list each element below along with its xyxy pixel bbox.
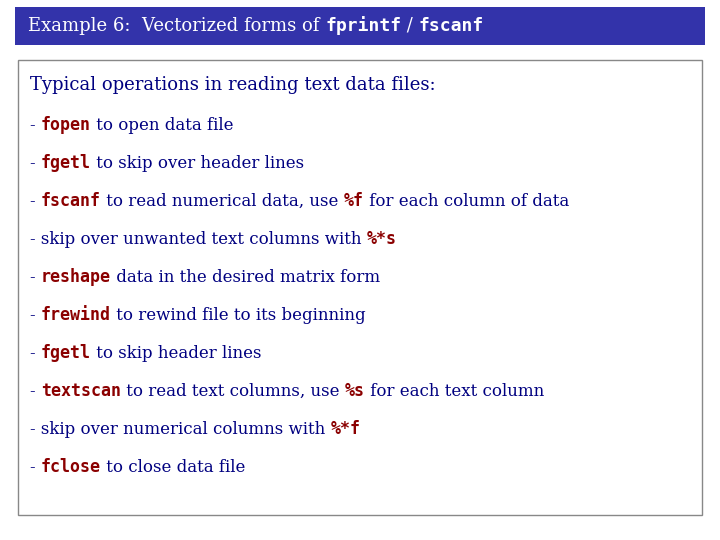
Text: to read numerical data, use: to read numerical data, use: [101, 192, 343, 210]
Bar: [18, 60, 702, 515]
Text: -: -: [30, 117, 41, 133]
Text: to rewind file to its beginning: to rewind file to its beginning: [111, 307, 366, 323]
Text: reshape: reshape: [41, 268, 111, 286]
Text: fscanf: fscanf: [419, 17, 484, 35]
Text: %*f: %*f: [330, 420, 361, 438]
Text: for each column of data: for each column of data: [364, 192, 569, 210]
Text: to close data file: to close data file: [101, 458, 246, 476]
Text: %s: %s: [345, 382, 364, 400]
Text: frewind: frewind: [41, 306, 111, 324]
Text: -: -: [30, 382, 41, 400]
Text: -: -: [30, 192, 41, 210]
Text: textscan: textscan: [41, 382, 121, 400]
Text: fgetl: fgetl: [41, 344, 91, 362]
Text: Example 6:  Vectorized forms of: Example 6: Vectorized forms of: [28, 17, 325, 35]
Text: -: -: [30, 345, 41, 361]
Text: to read text columns, use: to read text columns, use: [121, 382, 345, 400]
Text: Typical operations in reading text data files:: Typical operations in reading text data …: [30, 76, 436, 94]
Text: %f: %f: [343, 192, 364, 210]
Text: /: /: [401, 17, 419, 35]
Text: -: -: [30, 307, 41, 323]
Text: -: -: [30, 154, 41, 172]
Text: fopen: fopen: [41, 116, 91, 134]
Text: fgetl: fgetl: [41, 154, 91, 172]
Text: %*s: %*s: [366, 230, 397, 248]
Text: - skip over unwanted text columns with: - skip over unwanted text columns with: [30, 231, 366, 247]
Text: to skip header lines: to skip header lines: [91, 345, 261, 361]
Text: fscanf: fscanf: [41, 192, 101, 210]
Text: data in the desired matrix form: data in the desired matrix form: [111, 268, 380, 286]
Text: -: -: [30, 458, 41, 476]
Bar: [15, 7, 705, 45]
Text: - skip over numerical columns with: - skip over numerical columns with: [30, 421, 330, 437]
Text: to skip over header lines: to skip over header lines: [91, 154, 304, 172]
Text: fprintf: fprintf: [325, 17, 401, 36]
Text: -: -: [30, 268, 41, 286]
Text: for each text column: for each text column: [364, 382, 544, 400]
Text: fclose: fclose: [41, 458, 101, 476]
Text: to open data file: to open data file: [91, 117, 233, 133]
